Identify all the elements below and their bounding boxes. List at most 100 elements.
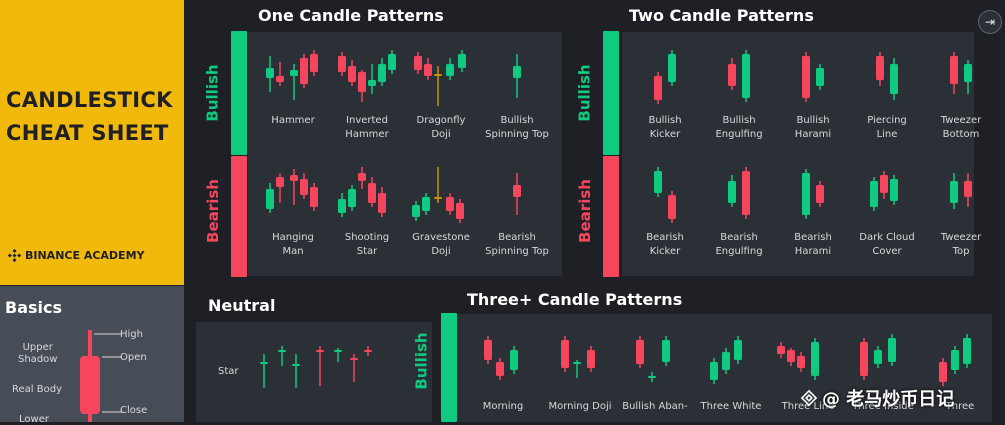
pattern-label: Gravestone Doji [412, 232, 470, 257]
bullish-label: Bullish [204, 64, 222, 122]
candle-bullish-abandoned-1 [648, 372, 656, 382]
pattern-tweezer-bottom: Tweezer Bottom [924, 46, 998, 142]
candle-inverted-hammer-1 [348, 60, 356, 86]
basics-title: Basics [5, 298, 63, 317]
candle-dragonfly-doji-3 [446, 58, 454, 80]
candle-morning-star-2 [510, 346, 518, 374]
pattern-bearish-spinning-top: Bearish Spinning Top [480, 163, 554, 259]
pattern-label: Morning Doji [548, 401, 612, 412]
candle-dark-cloud-cover-0 [870, 177, 878, 211]
candle-inverted-hammer-2 [358, 70, 366, 102]
pattern-three-line: Three Line [771, 332, 845, 414]
pattern-three-inside: Three Inside [846, 332, 920, 414]
candle-piercing-line-0 [876, 52, 884, 86]
candle-neutral-star-3 [316, 346, 324, 386]
pattern-label: Three Inside [852, 401, 914, 412]
candle-bearish-harami-0 [802, 169, 810, 219]
pattern-bearish-kicker: Bearish Kicker [628, 163, 702, 259]
three-line-icon [777, 338, 819, 380]
watermark-text: @ 老马炒币日记 [822, 389, 955, 410]
bearish-strip [231, 156, 247, 277]
pattern-morning-star: Morning [466, 332, 540, 414]
candle-hammer-0 [266, 56, 274, 92]
pattern-inverted-hammer: Inverted Hammer [330, 46, 404, 142]
candle-gravestone-doji-0 [412, 201, 420, 221]
candle-hanging-man-1 [276, 173, 284, 203]
three-icon [939, 334, 971, 386]
morning-doji-icon [561, 336, 595, 378]
pattern-label: Bullish Harami [794, 115, 832, 140]
pattern-hanging-man: Hanging Man [256, 163, 330, 259]
candle-bullish-harami-1 [816, 64, 824, 90]
pattern-label: Three Line [781, 401, 835, 412]
candle-neutral-star-2 [292, 354, 300, 388]
dragonfly-doji-icon [414, 50, 466, 106]
candle-gravestone-doji-4 [456, 199, 464, 223]
candle-dragonfly-doji-4 [458, 50, 466, 72]
candle-shooting-star-4 [378, 187, 386, 217]
neutral-title: Neutral [208, 296, 276, 315]
brand-name: BINANCE ACADEMY [25, 249, 145, 262]
pattern-label: Bearish Spinning Top [485, 232, 549, 257]
bearish-engulfing-icon [728, 167, 750, 219]
pattern-bullish-abandoned: Bullish Aban- [618, 332, 692, 414]
morning-star-icon [484, 336, 518, 380]
candle-hanging-man-0 [266, 183, 274, 213]
candle-three-inside-1 [874, 346, 882, 368]
hanging-man-icon [266, 169, 318, 213]
pattern-bearish-harami: Bearish Harami [776, 163, 850, 259]
candle-three-line-0 [777, 342, 785, 358]
candle-bullish-abandoned-0 [636, 336, 644, 368]
one-candle-title: One Candle Patterns [258, 6, 444, 25]
candle-neutral-star-5 [350, 354, 358, 382]
bearish-spinning-top-icon [513, 173, 521, 215]
candle-tweezer-top-1 [964, 173, 972, 207]
bullish-engulfing-icon [728, 50, 750, 102]
candle-neutral-star-0 [260, 354, 268, 388]
candle-morning-star-0 [484, 336, 492, 364]
two-candle-title: Two Candle Patterns [629, 6, 814, 25]
pattern-label: Morning [482, 401, 524, 412]
pattern-label: Three White [700, 401, 762, 412]
candle-bearish-kicker-1 [668, 191, 676, 223]
bullish-harami-icon [802, 52, 824, 102]
candle-inverted-hammer-0 [338, 52, 346, 76]
candle-bullish-spinning-top-0 [513, 54, 521, 98]
candle-morning-star-1 [496, 358, 504, 380]
bullish-kicker-icon [654, 50, 676, 104]
candle-bullish-abandoned-2 [662, 336, 670, 366]
open-label: Open [120, 352, 147, 363]
exit-icon[interactable]: ⇥ [978, 10, 1002, 34]
inverted-hammer-icon [338, 50, 396, 102]
candle-dragonfly-doji-2 [434, 66, 442, 106]
real-body-label: Real Body [12, 384, 62, 395]
candle-bearish-spinning-top-0 [513, 173, 521, 215]
candle-shooting-star-0 [338, 193, 346, 217]
pattern-morning-doji: Morning Doji [543, 332, 617, 414]
candle-inverted-hammer-3 [368, 64, 376, 94]
piercing-line-icon [876, 52, 898, 100]
pattern-bullish-harami: Bullish Harami [776, 46, 850, 142]
lower-label: Lower [19, 414, 49, 425]
candle-bearish-engulfing-1 [742, 167, 750, 219]
bullish-strip [441, 313, 457, 422]
dark-cloud-cover-icon [870, 171, 898, 211]
pattern-label: Dragonfly Doji [416, 115, 466, 140]
candle-hanging-man-4 [310, 183, 318, 211]
candle-morning-doji-2 [587, 346, 595, 372]
candle-bearish-engulfing-0 [728, 175, 736, 207]
candle-hammer-2 [290, 64, 298, 100]
candle-three-0 [939, 358, 947, 386]
candle-bearish-kicker-0 [654, 167, 662, 197]
candle-three-white-2 [734, 336, 742, 364]
candle-shooting-star-1 [348, 185, 356, 211]
pattern-label: Bearish Engulfing [715, 232, 763, 257]
pattern-label: Hanging Man [272, 232, 314, 257]
candle-piercing-line-1 [890, 58, 898, 100]
candle-gravestone-doji-1 [422, 193, 430, 215]
candle-shooting-star-3 [368, 177, 376, 207]
sheet-title-line2: CHEAT SHEET [6, 121, 169, 145]
pattern-gravestone-doji: Gravestone Doji [404, 163, 478, 259]
pattern-shooting-star: Shooting Star [330, 163, 404, 259]
pattern-dragonfly-doji: Dragonfly Doji [404, 46, 478, 142]
